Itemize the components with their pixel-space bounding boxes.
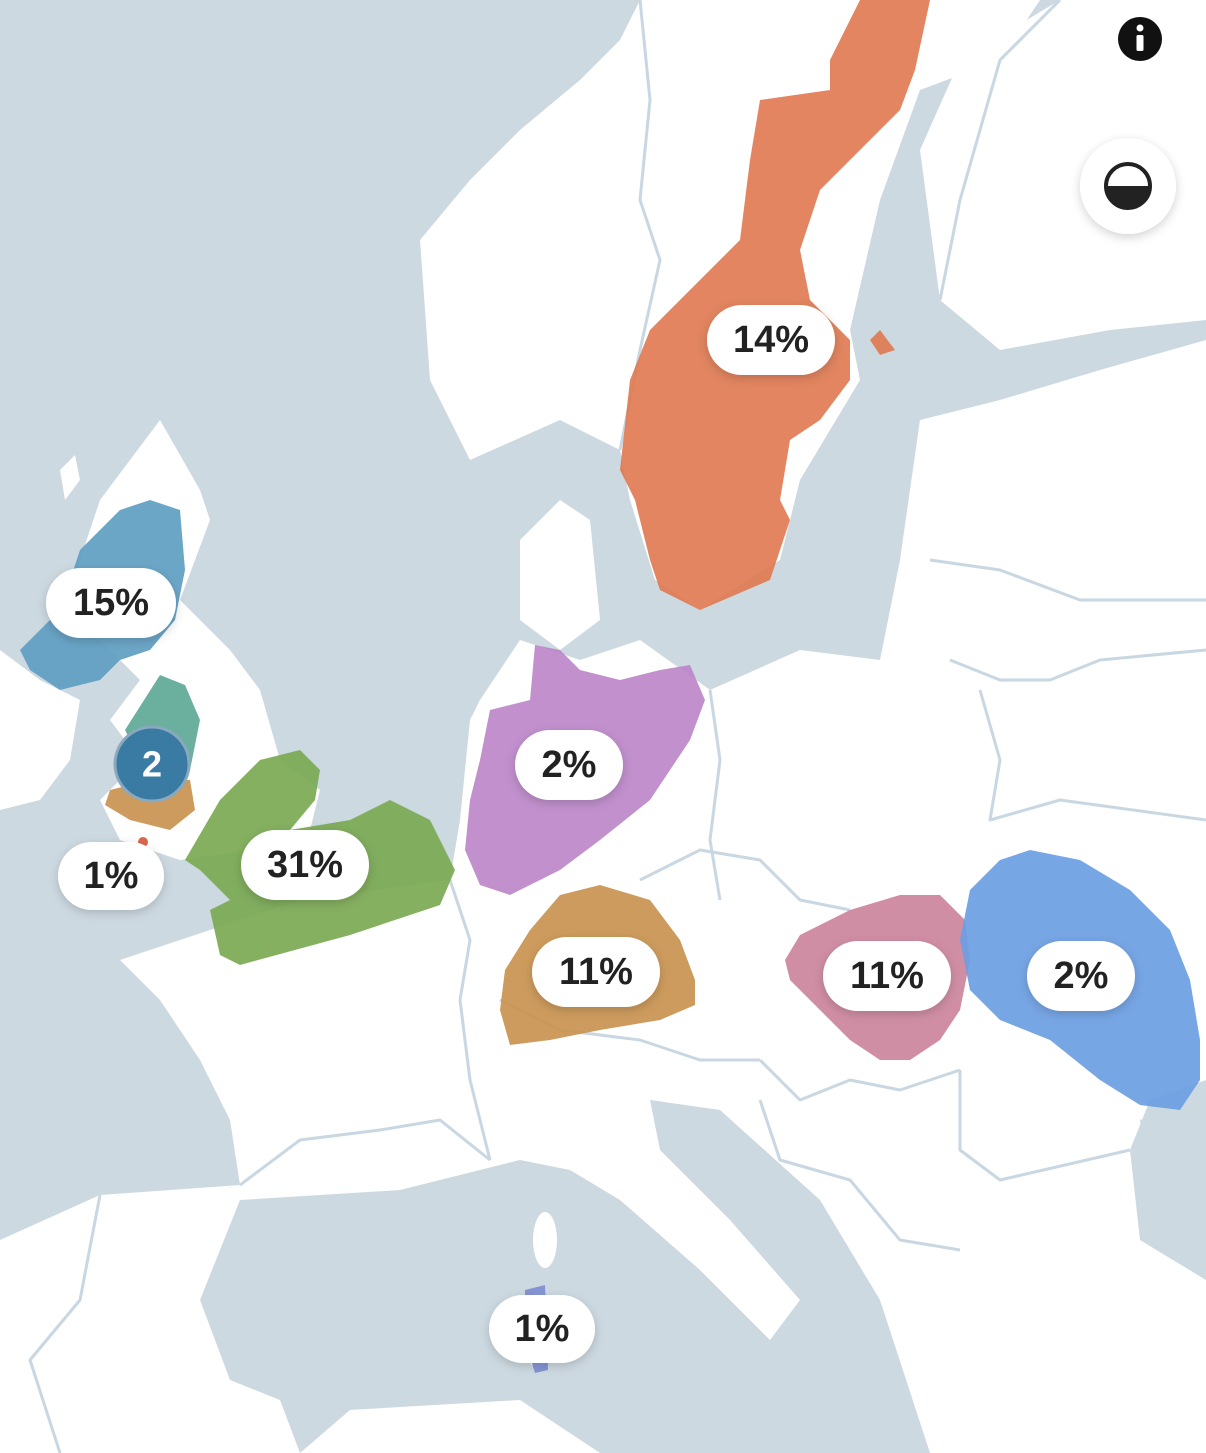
label-pill[interactable] <box>515 730 623 800</box>
region-label[interactable]: 1% <box>58 842 164 910</box>
map-shape <box>28 1194 102 1453</box>
map-shape <box>520 500 600 650</box>
map-shape <box>1136 35 1144 51</box>
map-shape <box>239 1118 491 1187</box>
region-label[interactable]: 2% <box>515 730 623 800</box>
label-pill[interactable] <box>489 1295 595 1363</box>
map-shape <box>60 455 80 500</box>
label-pill[interactable] <box>1027 941 1135 1011</box>
map-shape <box>1136 24 1144 32</box>
label-pill[interactable] <box>241 830 369 900</box>
label-text: 31% <box>267 844 343 886</box>
label-pill[interactable] <box>532 937 660 1007</box>
map-shape <box>533 1212 557 1268</box>
info-button[interactable] <box>1118 17 1162 61</box>
region-label[interactable]: 15% <box>46 568 176 638</box>
theme-button[interactable] <box>1080 138 1176 234</box>
map-shape <box>958 1070 1131 1182</box>
label-pill[interactable] <box>707 305 835 375</box>
map-shape <box>448 879 492 1161</box>
label-text: 1% <box>515 1308 570 1350</box>
label-text: 2% <box>542 744 597 786</box>
map-shape <box>639 848 851 912</box>
map-shape <box>300 1400 600 1453</box>
label-pill[interactable] <box>46 568 176 638</box>
cluster-circle[interactable] <box>113 725 191 803</box>
cluster-count: 2 <box>142 744 162 785</box>
label-text: 14% <box>733 319 809 361</box>
label-pill[interactable] <box>823 941 951 1011</box>
map-shape <box>870 330 895 355</box>
label-pill[interactable] <box>58 842 164 910</box>
map-shape <box>200 1100 930 1453</box>
region-label[interactable]: 2% <box>1027 941 1135 1011</box>
label-text: 1% <box>84 855 139 897</box>
map-shape <box>1106 186 1150 208</box>
map-shape <box>949 648 1206 682</box>
label-text: 2% <box>1054 955 1109 997</box>
map-shape <box>929 558 1206 602</box>
region-label[interactable]: 1% <box>489 1295 595 1363</box>
map-shape <box>708 689 722 901</box>
map-shape <box>978 689 1206 822</box>
map-shape <box>758 1058 961 1102</box>
label-text: 11% <box>559 951 633 993</box>
region-labels: 14% 15% 1% 31% 2% 11% 11% 2% 1% <box>46 305 1135 1363</box>
region-label[interactable]: 11% <box>823 941 951 1011</box>
region-label[interactable]: 31% <box>241 830 369 900</box>
cluster-marker[interactable]: 2 <box>113 725 191 803</box>
region-label[interactable]: 14% <box>707 305 835 375</box>
map-shape <box>938 0 1062 301</box>
label-text: 15% <box>73 582 149 624</box>
map-shape <box>1140 1100 1206 1260</box>
map-shape <box>758 1099 961 1252</box>
label-text: 11% <box>850 955 924 997</box>
region-label[interactable]: 11% <box>532 937 660 1007</box>
